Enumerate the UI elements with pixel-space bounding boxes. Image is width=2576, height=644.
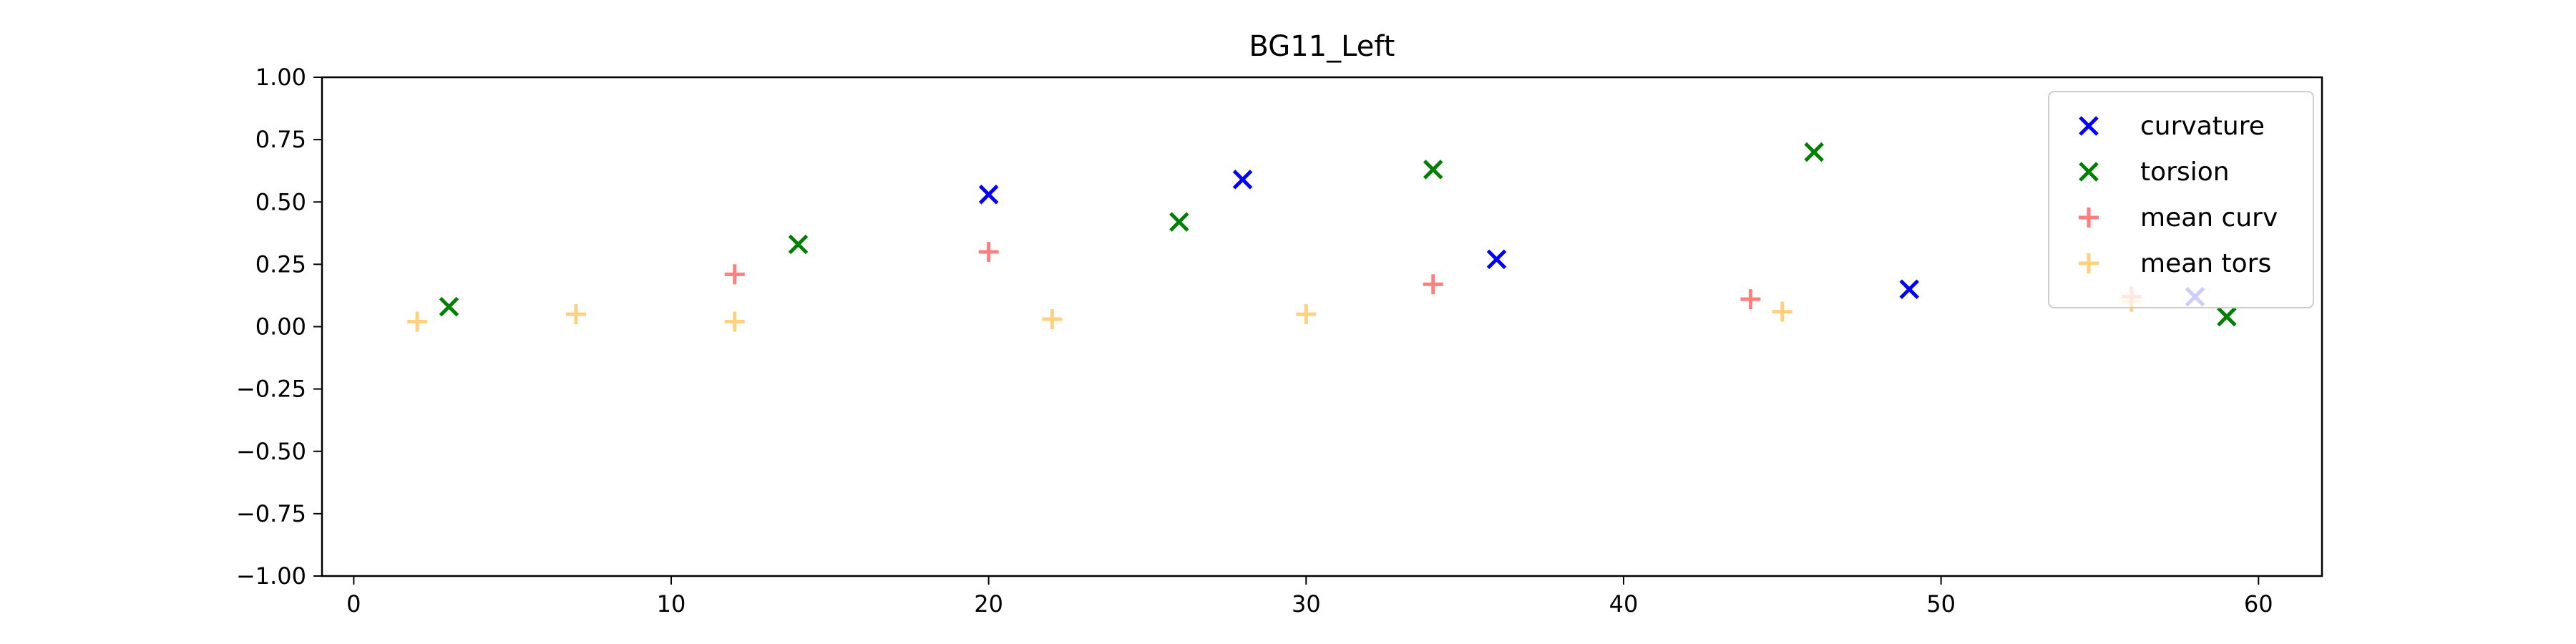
legend-marker (2079, 253, 2099, 273)
data-point (407, 311, 428, 332)
x-tick-label: 0 (346, 590, 361, 618)
y-tick-label: −1.00 (236, 562, 306, 590)
y-tick-label: 0.50 (255, 188, 306, 215)
data-point (565, 304, 586, 325)
legend-label: curvature (2140, 112, 2265, 141)
legend-label: mean curv (2140, 203, 2278, 233)
plot-frame (321, 76, 2323, 577)
legend-item: mean curv (2079, 203, 2278, 233)
y-tick-label: 0.25 (255, 250, 306, 278)
legend-item: torsion (2079, 157, 2230, 187)
x-tick-label: 30 (1292, 590, 1321, 618)
data-point (1486, 249, 1507, 270)
y-tick-label: −0.25 (236, 376, 306, 403)
x-tick-label: 20 (974, 590, 1003, 618)
legend-marker (2079, 116, 2099, 136)
legend-label: mean tors (2140, 249, 2271, 278)
legend-item: mean tors (2079, 249, 2271, 278)
legend: curvature torsion mean curv mean tors (2048, 91, 2314, 308)
data-point (2217, 306, 2237, 327)
data-point (1899, 279, 1920, 299)
y-tick-label: 1.00 (255, 64, 306, 91)
legend-label: torsion (2140, 157, 2230, 187)
data-point (1423, 274, 1443, 295)
y-tick-label: 0.00 (255, 313, 306, 341)
data-point (1423, 160, 1443, 180)
data-point (439, 296, 459, 317)
axis-ticks: 0 10 20 30 40 50 60 1.00 0.75 0.50 0.25 0.00 −0.25 −0… (236, 64, 2273, 618)
data-point (1042, 309, 1063, 330)
legend-item: curvature (2079, 112, 2265, 141)
series-torsion (439, 142, 2237, 327)
legend-box (2048, 91, 2314, 308)
x-tick-label: 60 (2244, 590, 2273, 618)
x-tick-label: 40 (1609, 590, 1639, 618)
data-point (724, 264, 745, 285)
data-point (724, 311, 745, 332)
chart-title: BG11_Left (1249, 30, 1395, 63)
x-tick-label: 10 (657, 590, 686, 618)
y-tick-label: −0.50 (236, 438, 306, 465)
data-point (1232, 170, 1253, 190)
y-tick-label: −0.75 (236, 500, 306, 527)
data-point (1772, 301, 1792, 322)
legend-marker (2079, 208, 2099, 228)
data-point (978, 185, 999, 205)
y-tick-label: 0.75 (255, 126, 306, 153)
data-point (788, 234, 809, 255)
data-point (978, 241, 999, 262)
data-point (1804, 142, 1824, 162)
data-point (1740, 289, 1761, 310)
data-point (1169, 212, 1189, 232)
x-tick-label: 50 (1926, 590, 1956, 618)
data-point (1296, 304, 1317, 325)
legend-marker (2079, 162, 2099, 182)
